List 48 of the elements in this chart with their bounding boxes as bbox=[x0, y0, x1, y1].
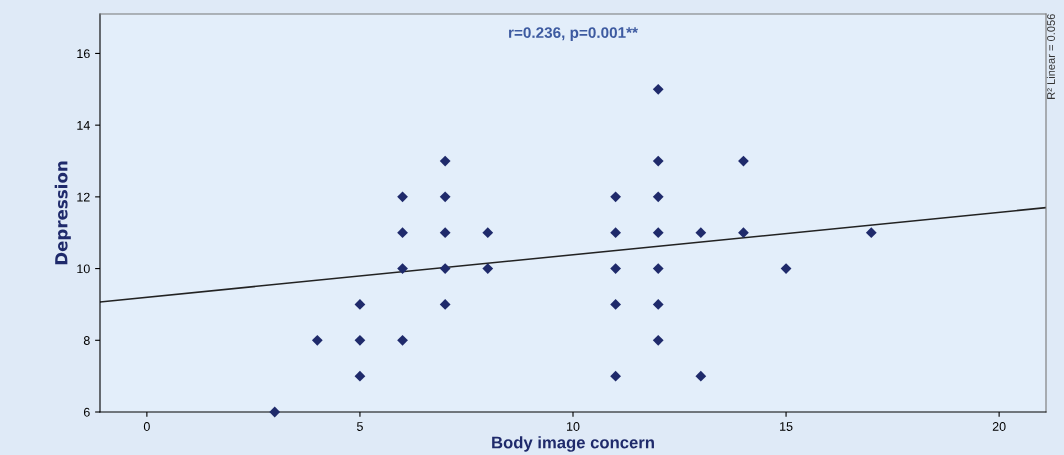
point bbox=[695, 227, 707, 239]
point bbox=[610, 263, 621, 274]
annotation: r=0.236, p=0.001** bbox=[509, 27, 638, 42]
y-tick-label: 12 bbox=[77, 192, 90, 202]
point bbox=[738, 227, 749, 239]
x-tick-label: 5 bbox=[356, 422, 363, 431]
y-tick-label: 10 bbox=[77, 264, 90, 274]
point bbox=[652, 334, 664, 346]
point bbox=[354, 299, 366, 310]
point bbox=[397, 191, 408, 203]
point bbox=[610, 191, 621, 203]
point bbox=[865, 227, 877, 239]
y-tick-label: 14 bbox=[77, 121, 90, 130]
point bbox=[652, 83, 664, 95]
point bbox=[397, 334, 408, 346]
y-tick-label: 6 bbox=[83, 407, 90, 417]
point bbox=[610, 299, 621, 310]
x-tick-label: 10 bbox=[567, 422, 580, 431]
point bbox=[397, 263, 408, 274]
point bbox=[610, 370, 621, 382]
point bbox=[482, 263, 494, 274]
point bbox=[439, 191, 451, 203]
point bbox=[482, 227, 494, 239]
point bbox=[652, 299, 664, 310]
point bbox=[439, 227, 451, 239]
y-tick-label: 16 bbox=[77, 49, 90, 59]
point bbox=[269, 406, 281, 418]
point bbox=[652, 263, 664, 274]
point bbox=[439, 155, 451, 167]
point bbox=[311, 334, 323, 346]
point bbox=[439, 263, 451, 274]
point bbox=[652, 191, 664, 203]
x-tick-label: 15 bbox=[780, 422, 793, 431]
point bbox=[439, 299, 451, 310]
x-tick-label: 0 bbox=[143, 422, 150, 431]
point bbox=[397, 227, 408, 239]
x-axis-title: Body image concern bbox=[492, 436, 654, 452]
text: R² Linear = 0.056 bbox=[1046, 14, 1055, 99]
y-tick-label: 8 bbox=[83, 336, 90, 345]
point bbox=[610, 227, 621, 239]
y-axis-title: Depression bbox=[54, 161, 71, 265]
point bbox=[780, 263, 792, 274]
point bbox=[652, 227, 664, 239]
point bbox=[695, 370, 707, 382]
x-tick-label: 20 bbox=[992, 422, 1006, 431]
point bbox=[354, 334, 366, 346]
point bbox=[354, 370, 366, 382]
point bbox=[652, 155, 664, 167]
